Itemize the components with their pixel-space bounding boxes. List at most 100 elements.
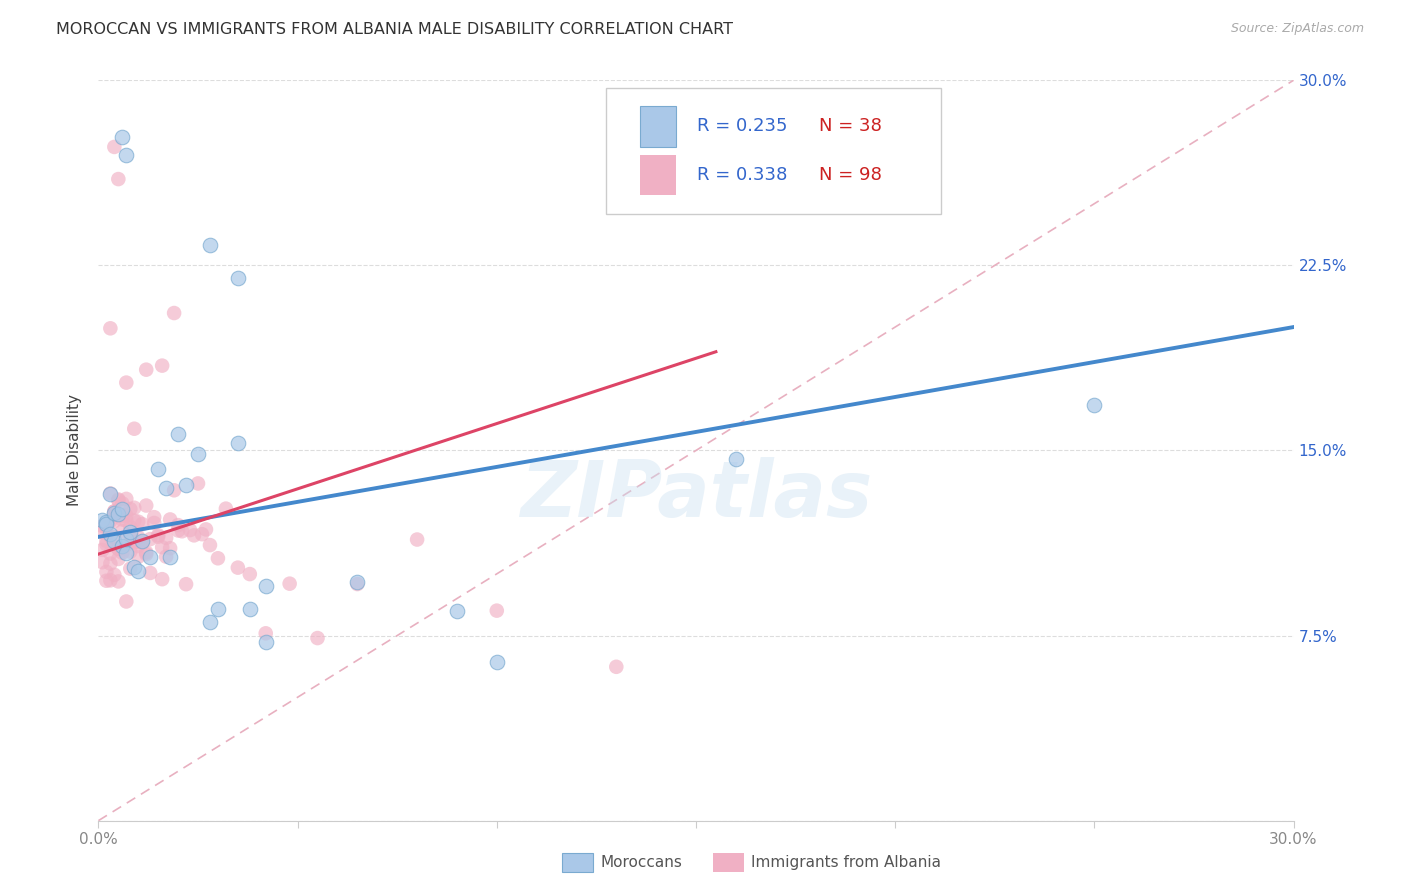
Point — [91, 513, 114, 527]
Point — [96, 516, 118, 530]
Point — [98, 547, 122, 561]
Point — [239, 602, 262, 616]
Point — [96, 565, 118, 579]
Point — [96, 537, 118, 551]
Point — [278, 576, 301, 591]
Point — [96, 520, 118, 534]
Point — [91, 555, 114, 569]
Point — [143, 516, 166, 530]
Text: Moroccans: Moroccans — [600, 855, 682, 870]
Point — [485, 604, 508, 618]
Point — [120, 544, 142, 558]
Point — [124, 535, 146, 549]
Y-axis label: Male Disability: Male Disability — [67, 394, 83, 507]
Point — [103, 530, 125, 544]
Point — [107, 574, 129, 589]
Point — [150, 572, 173, 586]
Point — [111, 496, 134, 510]
Point — [115, 148, 138, 162]
Point — [605, 660, 627, 674]
Point — [254, 635, 277, 649]
Point — [159, 550, 181, 565]
Point — [187, 476, 209, 491]
Point — [111, 501, 134, 516]
Point — [96, 516, 118, 531]
Point — [127, 515, 149, 529]
Point — [167, 518, 190, 533]
Point — [155, 531, 177, 545]
Point — [96, 574, 118, 588]
Text: N = 38: N = 38 — [820, 117, 882, 136]
Point — [1083, 398, 1105, 412]
Point — [91, 542, 114, 557]
Point — [148, 530, 170, 544]
Text: R = 0.338: R = 0.338 — [697, 166, 787, 184]
Point — [115, 538, 138, 552]
Point — [198, 615, 221, 629]
Point — [120, 524, 142, 539]
Point — [226, 560, 249, 574]
Point — [98, 486, 122, 500]
Point — [120, 502, 142, 516]
Point — [103, 140, 125, 154]
FancyBboxPatch shape — [640, 154, 676, 195]
Point — [159, 512, 181, 526]
Point — [131, 517, 153, 532]
Point — [148, 528, 170, 542]
Point — [103, 514, 125, 528]
Point — [115, 594, 138, 608]
Point — [307, 631, 329, 645]
Point — [226, 271, 249, 285]
Text: ZIPatlas: ZIPatlas — [520, 457, 872, 533]
Point — [406, 533, 429, 547]
Point — [103, 534, 125, 549]
Text: Source: ZipAtlas.com: Source: ZipAtlas.com — [1230, 22, 1364, 36]
Point — [98, 321, 122, 335]
Point — [135, 499, 157, 513]
Point — [159, 541, 181, 556]
Point — [724, 452, 747, 467]
Point — [120, 561, 142, 575]
Point — [174, 477, 197, 491]
FancyBboxPatch shape — [606, 87, 941, 213]
Point — [155, 549, 177, 564]
Point — [135, 545, 157, 559]
Point — [107, 172, 129, 186]
Point — [215, 501, 238, 516]
Point — [163, 306, 186, 320]
Point — [124, 500, 146, 515]
Point — [195, 522, 218, 536]
Point — [115, 376, 138, 390]
Point — [198, 238, 221, 252]
Point — [115, 514, 138, 528]
Point — [103, 508, 125, 522]
Point — [98, 514, 122, 528]
Point — [135, 547, 157, 561]
Point — [446, 604, 468, 618]
Point — [139, 566, 162, 580]
Point — [111, 539, 134, 553]
Point — [127, 549, 149, 564]
Point — [107, 508, 129, 522]
Point — [131, 533, 153, 548]
Point — [98, 574, 122, 588]
Point — [107, 493, 129, 508]
Text: MOROCCAN VS IMMIGRANTS FROM ALBANIA MALE DISABILITY CORRELATION CHART: MOROCCAN VS IMMIGRANTS FROM ALBANIA MALE… — [56, 22, 734, 37]
Point — [115, 491, 138, 506]
Point — [139, 549, 162, 564]
Point — [98, 557, 122, 571]
Point — [179, 523, 201, 537]
Point — [103, 567, 125, 582]
Point — [127, 534, 149, 549]
Point — [131, 535, 153, 549]
Point — [167, 524, 190, 538]
Point — [139, 532, 162, 546]
Point — [346, 575, 368, 590]
Point — [239, 567, 262, 582]
Point — [127, 564, 149, 578]
FancyBboxPatch shape — [640, 106, 676, 146]
Point — [91, 524, 114, 539]
Point — [207, 602, 229, 616]
Point — [172, 524, 194, 539]
Point — [163, 483, 186, 498]
